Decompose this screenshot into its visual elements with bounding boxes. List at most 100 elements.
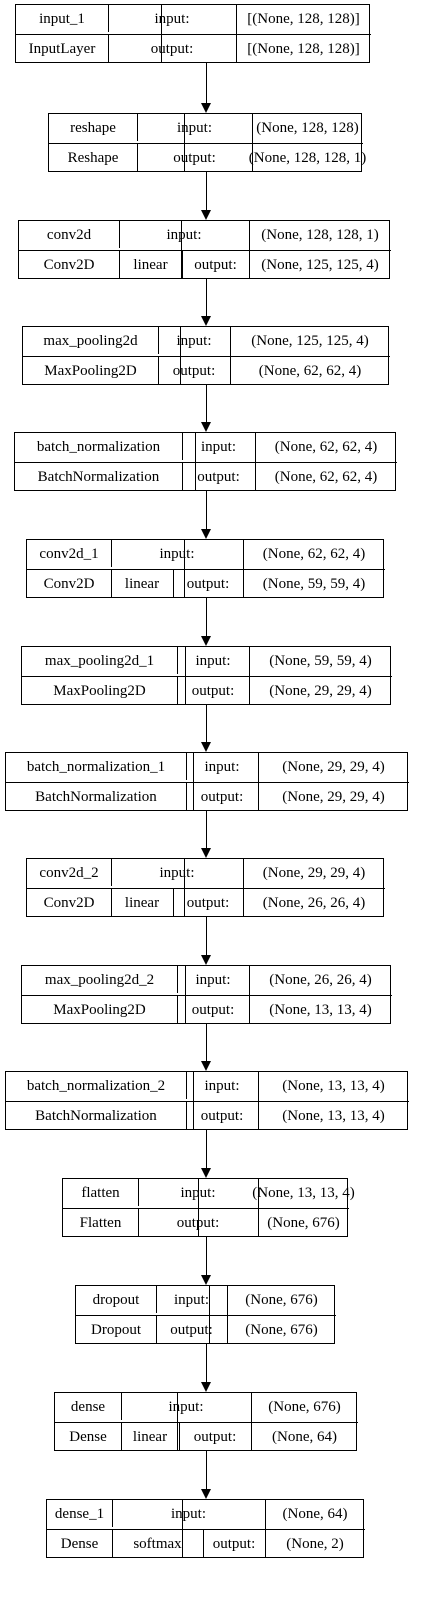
layer-node[interactable]: dense input: (None, 676) Dense linear output:… [54,1392,358,1451]
layer-node[interactable]: batch_normalization input: (None, 62, 62, … [14,432,397,491]
column-divider [137,114,138,141]
column-divider [173,569,174,597]
layer-node[interactable]: max_pooling2d input: (None, 125, 125, 4) Ma… [22,326,390,385]
layer-name: dropout [92,1292,140,1308]
layer-node[interactable]: dropout input: (None, 676) Dropout output: (N… [75,1285,336,1344]
column-divider [251,1393,252,1450]
layer-node[interactable]: max_pooling2d_2 input: (None, 26, 26, 4) Ma… [21,965,392,1024]
row-divider [49,143,184,144]
column-divider [108,34,109,62]
output-label: output: [193,1428,237,1445]
layer-node[interactable]: batch_normalization_1 input: (None, 29, 29… [5,752,409,811]
activation-label: softmax [133,1535,182,1552]
output-shape: (None, 2) [286,1535,344,1552]
layer-name: batch_normalization [36,439,161,455]
output-label: output: [200,788,244,805]
layer-node[interactable]: max_pooling2d_1 input: (None, 59, 59, 4) Ma… [21,646,392,705]
column-divider [119,221,120,248]
arrow-head-icon [201,742,211,752]
output-shape: (None, 62, 62, 4) [258,362,362,379]
row-divider [19,250,181,251]
column-divider [111,888,112,916]
row-divider [184,143,363,144]
column-divider [180,327,181,384]
connector-arrow [206,1344,207,1382]
input-label: input: [159,865,195,881]
input-shape: [(None, 128, 128)] [247,11,360,27]
layer-node[interactable]: conv2d_2 input: (None, 29, 29, 4) Conv2D lin… [26,858,385,917]
column-divider [182,433,183,460]
output-label: output: [173,149,216,166]
input-label: input: [166,227,202,243]
column-divider [236,5,237,62]
arrow-head-icon [201,529,211,539]
layer-name: max_pooling2d_1 [44,653,155,669]
layer-type: Conv2D [43,575,95,592]
activation-label: linear [132,1428,168,1445]
row-divider [15,462,195,463]
row-divider [23,356,180,357]
input-label: input: [204,1078,240,1094]
arrow-head-icon [201,210,211,220]
column-divider [177,676,178,704]
activation-label: linear [133,256,168,273]
column-divider [209,1286,210,1343]
input-shape: (None, 62, 62, 4) [262,546,366,562]
column-divider [186,753,187,780]
connector-arrow [206,705,207,742]
column-divider [177,966,178,993]
layer-name: input_1 [39,11,85,27]
column-divider [249,647,250,704]
arrow-head-icon [201,103,211,113]
connector-arrow [206,1237,207,1275]
column-divider [111,569,112,597]
layer-type: Flatten [79,1214,122,1231]
row-divider [27,888,184,889]
connector-arrow [206,1451,207,1489]
layer-node[interactable]: batch_normalization_2 input: (None, 13, 13… [5,1071,409,1130]
input-label: input: [176,120,212,136]
layer-name: dense_1 [54,1506,105,1522]
arrow-head-icon [201,1489,211,1499]
column-divider [182,462,183,490]
column-divider [112,1500,113,1527]
row-divider [16,34,161,35]
connector-arrow [206,811,207,848]
column-divider [227,1286,228,1343]
row-divider [22,676,185,677]
layer-node[interactable]: conv2d input: (None, 128, 128, 1) Conv2D lin… [18,220,391,279]
column-divider [265,1500,266,1557]
input-label: input: [173,1292,209,1308]
layer-name: dense [70,1399,106,1415]
connector-arrow [206,1024,207,1061]
column-divider [258,1179,259,1236]
input-shape: (None, 128, 128, 1) [261,227,379,243]
layer-type: Conv2D [43,256,95,273]
arrow-head-icon [201,1061,211,1071]
output-shape: (None, 26, 26, 4) [262,894,366,911]
connector-arrow [206,1130,207,1168]
arrow-head-icon [201,1382,211,1392]
layer-node[interactable]: reshape input: (None, 128, 128) Reshape outp… [48,113,366,172]
input-shape: (None, 62, 62, 4) [274,439,378,455]
output-shape: (None, 62, 62, 4) [274,468,378,485]
output-label: output: [197,468,240,485]
column-divider [177,647,178,674]
layer-type: InputLayer [28,40,96,57]
column-divider [138,1179,139,1206]
row-divider [22,995,185,996]
input-shape: (None, 13, 13, 4) [252,1185,355,1201]
column-divider [108,5,109,32]
output-label: output: [191,1001,235,1018]
layer-node[interactable]: flatten input: (None, 13, 13, 4) Flatten out… [62,1178,355,1237]
row-divider [76,1315,209,1316]
column-divider [158,327,159,354]
layer-node[interactable]: conv2d_1 input: (None, 62, 62, 4) Conv2D lin… [26,539,385,598]
layer-node[interactable]: input_1 input: [(None, 128, 128)] InputLaye… [15,4,371,63]
row-divider [209,1315,336,1316]
layer-type: BatchNormalization [37,468,160,485]
layer-node[interactable]: dense_1 input: (None, 64) Dense softmax outpu… [46,1499,365,1558]
connector-arrow [206,385,207,422]
row-divider [193,782,409,783]
input-shape: (None, 29, 29, 4) [262,865,366,881]
